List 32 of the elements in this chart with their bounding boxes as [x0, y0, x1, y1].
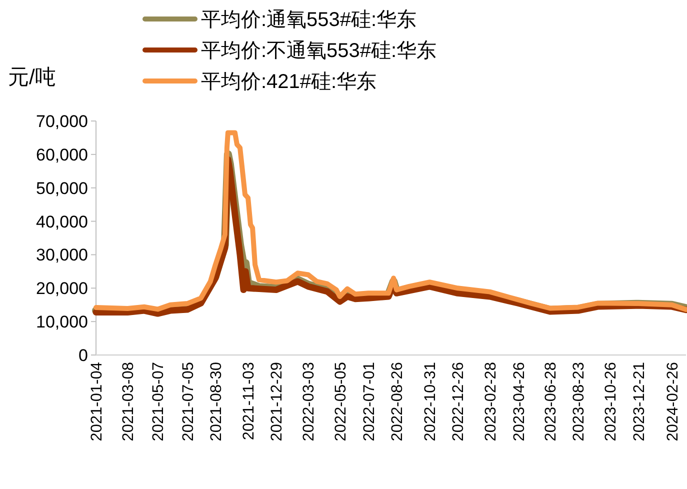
x-tick-label: 2021-11-03 — [240, 362, 258, 440]
x-tick-label: 2022-03-03 — [300, 362, 318, 442]
legend-label: 平均价:421#硅:华东 — [201, 71, 377, 93]
x-tick-label: 2024-02-26 — [664, 362, 682, 442]
x-tick-label: 2021-03-08 — [120, 362, 138, 442]
y-tick-label: 30,000 — [36, 246, 88, 265]
legend-label: 平均价:不通氧553#硅:华东 — [201, 40, 437, 62]
x-tick-label: 2022-12-26 — [450, 362, 468, 442]
x-tick-label: 2021-07-05 — [180, 362, 197, 442]
x-tick-label: 2022-07-01 — [360, 362, 378, 442]
x-tick-label: 2023-08-23 — [570, 362, 588, 442]
x-tick-label: 2021-08-30 — [208, 362, 225, 442]
y-tick-label: 0 — [78, 346, 88, 365]
x-tick-label: 2023-02-28 — [482, 362, 500, 442]
x-tick-label: 2022-05-05 — [332, 362, 350, 442]
x-tick-label: 2023-12-21 — [630, 362, 648, 442]
y-tick-label: 50,000 — [36, 178, 88, 198]
y-tick-label: 10,000 — [36, 312, 88, 332]
x-tick-label: 2022-08-26 — [389, 362, 406, 442]
y-tick-label: 20,000 — [36, 279, 88, 298]
y-tick-label: 60,000 — [36, 145, 88, 164]
x-tick-label: 2023-04-26 — [510, 362, 528, 442]
y-axis-title: 元/吨 — [8, 66, 56, 89]
x-tick-label: 2023-10-26 — [602, 362, 620, 442]
y-tick-label: 40,000 — [36, 212, 88, 232]
x-tick-label: 2023-06-28 — [542, 362, 560, 442]
x-tick-label: 2021-12-29 — [268, 362, 286, 442]
x-tick-label: 2022-10-31 — [422, 362, 440, 442]
y-tick-label: 70,000 — [36, 112, 88, 131]
x-tick-label: 2021-05-07 — [150, 362, 168, 442]
x-tick-label: 2021-01-04 — [88, 362, 106, 442]
legend-label: 平均价:通氧553#硅:华东 — [201, 9, 417, 31]
